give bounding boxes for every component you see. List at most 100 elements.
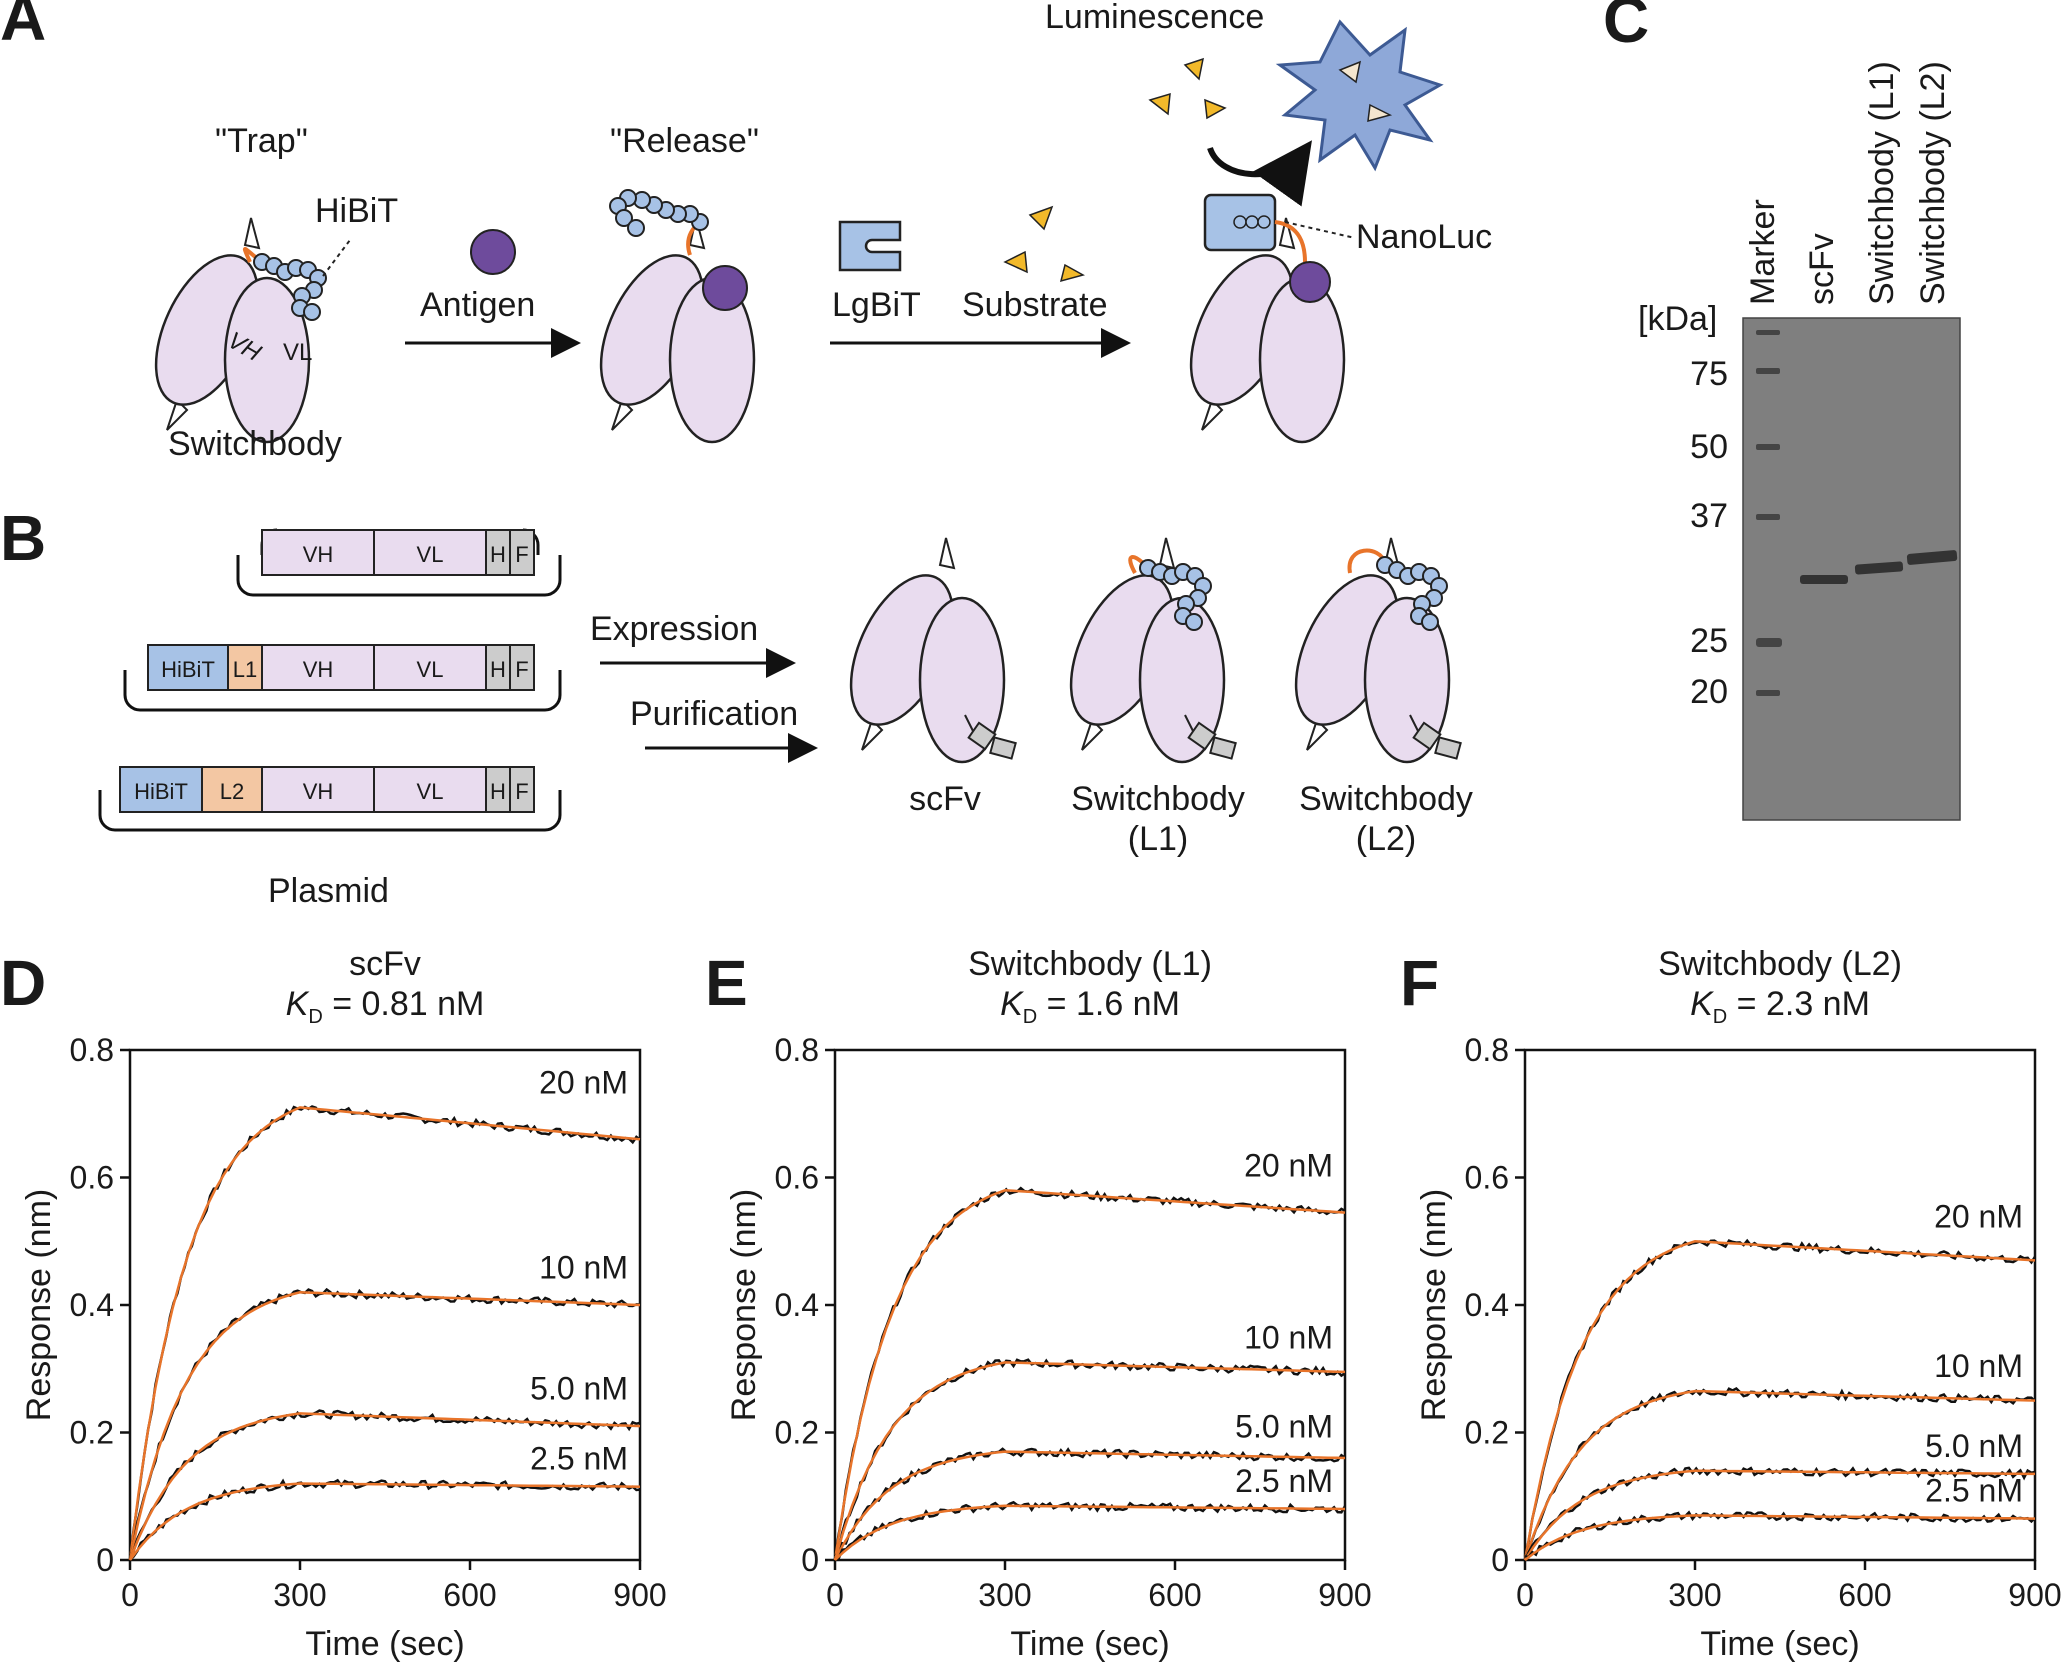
x-tick-label: 600: [1148, 1577, 1201, 1613]
release-label: "Release": [610, 122, 759, 160]
y-tick-label: 0.6: [775, 1160, 819, 1196]
segment-h: H: [490, 657, 506, 682]
series-2-5-nm: 2.5 nM: [834, 1463, 1347, 1562]
y-axis-title: Response (nm): [20, 1189, 58, 1421]
chart-3: Switchbody (L2)KD = 2.3 nM 0 0.2 0.4 0.6 0.8 0…: [1415, 945, 2062, 1663]
x-tick-label: 0: [1516, 1577, 1534, 1613]
luminescence-label: Luminescence: [1045, 0, 1264, 36]
y-tick-label: 0: [96, 1542, 114, 1578]
panel-letter-f: F: [1400, 947, 1439, 1019]
data-trace: [833, 1358, 1346, 1558]
series-5-0-nm: 5.0 nM: [833, 1409, 1346, 1561]
panel-b: B VH VL H F HiBiT L1 VH VL H: [0, 502, 1473, 910]
segment-vh: VH: [303, 542, 334, 567]
segment-vh: VH: [303, 657, 334, 682]
series-label: 5.0 nM: [1925, 1428, 2023, 1464]
x-tick-label: 600: [443, 1577, 496, 1613]
kd-label: KD = 0.81 nM: [286, 985, 485, 1028]
series-5-0-nm: 5.0 nM: [1523, 1428, 2036, 1561]
panel-letter-a: A: [0, 0, 46, 54]
trap-switchbody: "Trap" VH VL HiBiT Switchbody: [133, 122, 398, 463]
nanoluc-complex: Luminescence NanoLuc: [1045, 0, 1492, 444]
x-tick-label: 0: [826, 1577, 844, 1613]
hibit-label: HiBiT: [315, 192, 398, 230]
series-2-5-nm: 2.5 nM: [1524, 1472, 2036, 1561]
product-scfv: scFv: [828, 536, 1017, 818]
fit-curve: [1523, 1240, 2036, 1561]
fit-curve: [1523, 1389, 2036, 1561]
data-trace: [128, 1105, 641, 1561]
panel-letter-e: E: [705, 947, 748, 1019]
series-label: 5.0 nM: [530, 1370, 628, 1406]
panel-letter-c: C: [1603, 0, 1649, 56]
purification-label: Purification: [630, 695, 798, 733]
series-label: 5.0 nM: [1235, 1409, 1333, 1445]
product-l2-label: Switchbody: [1299, 780, 1473, 818]
series-label: 10 nM: [1934, 1348, 2023, 1384]
data-trace: [1524, 1510, 2036, 1559]
trap-label: "Trap": [215, 122, 308, 160]
product-switchbody-l2: Switchbody (L2): [1273, 536, 1473, 858]
series-label: 2.5 nM: [530, 1441, 628, 1477]
x-tick-label: 300: [1668, 1577, 1721, 1613]
y-tick-label: 0.8: [1465, 1032, 1509, 1068]
marker-20: 20: [1690, 673, 1728, 711]
product-switchbody-l1: Switchbody (L1): [1048, 536, 1245, 858]
panel-d-letter-group: D E F: [0, 947, 1439, 1019]
gel-image: [1743, 318, 1960, 820]
series-label: 20 nM: [539, 1064, 628, 1100]
fit-curve: [128, 1291, 641, 1561]
lgbit-label: LgBiT: [832, 286, 921, 324]
series-label: 2.5 nM: [1235, 1463, 1333, 1499]
y-tick-label: 0.2: [1465, 1415, 1509, 1451]
substrate-icon: [1003, 205, 1085, 283]
substrate-icon: [1148, 57, 1227, 120]
chart-title: Switchbody (L2): [1658, 945, 1902, 983]
plasmid-label: Plasmid: [268, 872, 389, 910]
series-label: 2.5 nM: [1925, 1472, 2023, 1508]
x-tick-label: 900: [613, 1577, 666, 1613]
x-tick-label: 300: [273, 1577, 326, 1613]
luminescence-burst-icon: [1275, 19, 1444, 172]
plasmid-construct-l1: HiBiT L1 VH VL H F: [123, 644, 562, 712]
x-axis-title: Time (sec): [1010, 1625, 1169, 1663]
band-l1: [1854, 561, 1904, 575]
lgbit-step: LgBiT Substrate: [830, 205, 1131, 358]
switchbody-label: Switchbody: [168, 425, 342, 463]
plasmid-construct-l2: HiBiT L2 VH VL H F: [98, 766, 562, 832]
x-tick-label: 600: [1838, 1577, 1891, 1613]
chart-2: Switchbody (L1)KD = 1.6 nM 0 0.2 0.4 0.6 0.8 0…: [725, 945, 1372, 1663]
marker-75: 75: [1690, 355, 1728, 393]
y-tick-label: 0: [1491, 1542, 1509, 1578]
kd-label: KD = 1.6 nM: [1000, 985, 1180, 1028]
series-5-0-nm: 5.0 nM: [128, 1370, 641, 1561]
chart-title: scFv: [349, 945, 421, 983]
segment-hibit: HiBiT: [161, 657, 215, 682]
hibit-peptide-icon: [609, 189, 709, 237]
fit-curve: [1524, 1514, 2036, 1561]
antigen-step: Antigen: [405, 229, 581, 358]
chart-title: Switchbody (L1): [968, 945, 1212, 983]
plasmid-construct-scfv: VH VL H F: [236, 528, 562, 597]
data-trace: [129, 1478, 641, 1561]
kda-unit-label: [kDa]: [1638, 300, 1717, 338]
y-tick-label: 0.8: [70, 1032, 114, 1068]
y-tick-label: 0.4: [70, 1287, 114, 1323]
segment-vh: VH: [303, 779, 334, 804]
lane-label-l2: Switchbody (L2): [1914, 61, 1952, 305]
segment-l2: L2: [220, 779, 244, 804]
y-tick-label: 0: [801, 1542, 819, 1578]
y-axis-title: Response (nm): [725, 1189, 763, 1421]
fit-curve: [834, 1504, 1346, 1561]
fit-curve: [129, 1482, 641, 1561]
antigen-icon: [470, 229, 516, 275]
panel-c: C Marker scFv Switchbody (L1) Switchbody…: [1603, 0, 1961, 821]
series-20-nm: 20 nM: [1523, 1198, 2037, 1561]
antigen-icon: [1289, 261, 1331, 303]
product-l1-sublabel: (L1): [1128, 820, 1188, 858]
lane-label-scfv: scFv: [1803, 233, 1841, 305]
x-tick-label: 0: [121, 1577, 139, 1613]
product-l1-label: Switchbody: [1071, 780, 1245, 818]
